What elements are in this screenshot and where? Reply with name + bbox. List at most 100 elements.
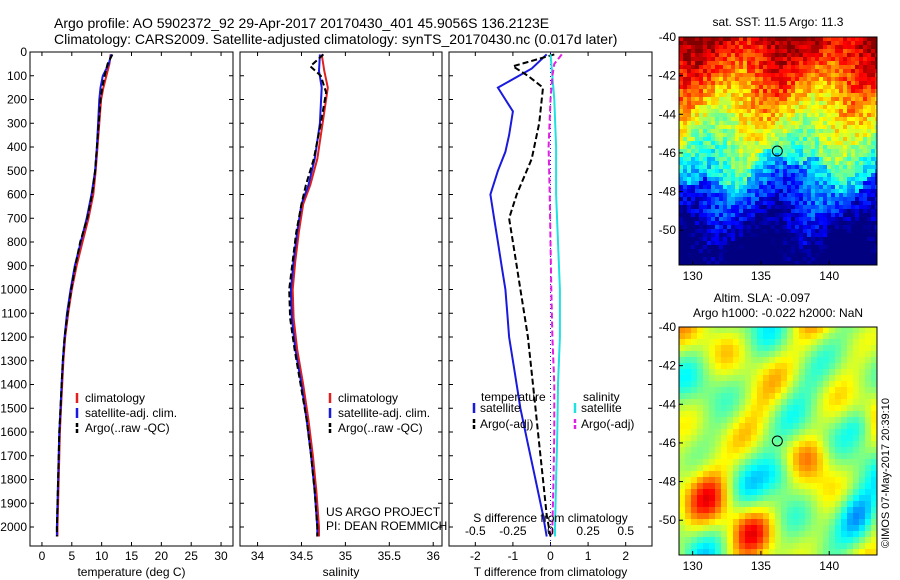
map-cell (805, 327, 812, 334)
map-cell (691, 225, 696, 230)
map-cell (771, 53, 776, 58)
map-cell (799, 261, 804, 265)
map-cell (835, 53, 840, 58)
map-cell (875, 161, 877, 166)
map-cell (865, 405, 872, 412)
map-cell (703, 69, 708, 74)
map-cell (747, 81, 752, 86)
map-cell (739, 221, 744, 226)
map-cell (747, 129, 752, 134)
map-cell (811, 125, 816, 130)
map-cell (787, 121, 792, 126)
map-cell (819, 113, 824, 118)
map-cell (805, 435, 812, 442)
sla-map-ytick-label: -50 (659, 513, 677, 527)
map-cell (815, 157, 820, 162)
map-cell (755, 161, 760, 166)
map-cell (739, 69, 744, 74)
map-cell (769, 411, 776, 418)
map-cell (779, 193, 784, 198)
map-cell (769, 483, 776, 490)
map-cell (727, 357, 734, 364)
map-cell (863, 121, 868, 126)
map-cell (831, 145, 836, 150)
map-cell (751, 141, 756, 146)
map-cell (859, 549, 866, 555)
map-cell (775, 363, 782, 370)
map-cell (763, 101, 768, 106)
map-cell (875, 241, 877, 246)
map-cell (733, 333, 740, 340)
map-cell (727, 209, 732, 214)
map-cell (853, 399, 860, 406)
map-cell (811, 61, 816, 66)
map-cell (803, 97, 808, 102)
map-cell (839, 77, 844, 82)
map-cell (769, 549, 776, 555)
map-cell (851, 209, 856, 214)
map-cell (733, 471, 740, 478)
map-cell (715, 549, 722, 555)
map-cell (711, 133, 716, 138)
map-cell (835, 129, 840, 134)
map-cell (707, 81, 712, 86)
salinity-profile-series-climatology (291, 54, 329, 537)
map-cell (763, 181, 768, 186)
legend-entry: Argo(..raw -QC) (338, 421, 423, 435)
map-cell (835, 117, 840, 122)
map-cell (793, 525, 800, 532)
map-cell (783, 149, 788, 154)
map-cell (871, 477, 877, 484)
map-cell (707, 189, 712, 194)
map-cell (715, 241, 720, 246)
map-cell (867, 153, 872, 158)
map-cell (763, 165, 768, 170)
map-cell (871, 233, 876, 238)
map-cell (695, 113, 700, 118)
map-cell (843, 117, 848, 122)
map-cell (819, 105, 824, 110)
map-cell (819, 165, 824, 170)
map-cell (691, 369, 698, 376)
map-cell (841, 345, 848, 352)
map-cell (771, 257, 776, 262)
map-cell (767, 213, 772, 218)
map-cell (683, 225, 688, 230)
map-cell (715, 225, 720, 230)
map-cell (715, 233, 720, 238)
map-cell (851, 185, 856, 190)
map-cell (875, 217, 877, 222)
map-cell (691, 453, 698, 460)
map-cell (711, 81, 716, 86)
map-cell (703, 93, 708, 98)
map-cell (871, 411, 877, 418)
map-cell (783, 81, 788, 86)
map-cell (739, 237, 744, 242)
map-cell (817, 441, 824, 448)
map-cell (823, 417, 830, 424)
map-cell (803, 45, 808, 50)
map-cell (719, 249, 724, 254)
map-cell (827, 109, 832, 114)
map-cell (727, 327, 734, 334)
map-cell (719, 129, 724, 134)
map-cell (715, 181, 720, 186)
map-cell (799, 393, 806, 400)
map-cell (695, 225, 700, 230)
map-cell (691, 387, 698, 394)
map-cell (865, 477, 872, 484)
map-cell (831, 77, 836, 82)
map-cell (811, 447, 818, 454)
map-cell (799, 381, 806, 388)
map-cell (721, 345, 728, 352)
map-cell (819, 253, 824, 258)
map-cell (733, 387, 740, 394)
map-cell (679, 117, 684, 122)
map-cell (787, 357, 794, 364)
map-cell (865, 441, 872, 448)
map-cell (863, 117, 868, 122)
map-cell (839, 177, 844, 182)
map-cell (709, 507, 716, 514)
map-cell (807, 137, 812, 142)
map-cell (775, 125, 780, 130)
